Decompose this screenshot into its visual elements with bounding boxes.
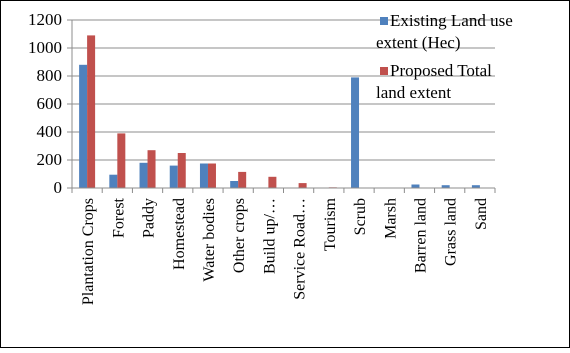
y-tick-label-6: 1200: [28, 10, 62, 29]
bar-s1-2: [147, 150, 156, 188]
legend-label-0-0: Existing Land use: [390, 11, 513, 30]
legend-swatch-0: [380, 17, 388, 25]
y-tick-label-2: 400: [37, 122, 63, 141]
x-tick-label-7: Service Road…: [292, 198, 309, 300]
y-tick-label-3: 600: [37, 94, 63, 113]
x-tick-label-0: Plantation Crops: [80, 198, 97, 305]
x-tick-label-11: Barren land: [412, 198, 429, 273]
x-tick-label-5: Other crops: [231, 198, 248, 273]
bar-s1-3: [177, 153, 186, 188]
x-tick-labels: Plantation Crops Forest Paddy Homestead Wate…: [80, 197, 490, 305]
bar-s1-0: [87, 35, 96, 189]
x-tick-label-4: Water bodies: [201, 198, 218, 282]
legend-swatch-1: [380, 67, 388, 75]
bar-s0-9: [351, 77, 360, 188]
x-tick-label-6: Build up/…: [261, 198, 278, 274]
bar-s1-7: [298, 183, 307, 188]
y-tick-label-1: 200: [37, 150, 63, 169]
x-tick-label-8: Tourism: [322, 197, 339, 251]
x-tick-label-1: Forest: [110, 197, 127, 238]
bar-s0-1: [109, 174, 118, 188]
y-tick-label-4: 800: [37, 66, 63, 85]
legend-label-1-1: land extent: [376, 83, 451, 102]
bar-s0-0: [79, 64, 88, 188]
bar-s0-11: [411, 184, 420, 188]
bar-s1-1: [117, 133, 126, 188]
bar-s0-3: [169, 165, 178, 188]
y-tick-label-0: 0: [54, 178, 63, 197]
bar-s0-12: [441, 185, 450, 188]
y-tick-labels: 0 200 400 600 800 1000 1200: [28, 10, 62, 197]
x-tick-label-12: Grass land: [443, 198, 460, 266]
legend-label-0-1: extent (Hec): [376, 33, 460, 52]
x-tick-label-2: Paddy: [141, 198, 158, 238]
y-tick-label-5: 1000: [28, 38, 62, 57]
bar-s0-4: [199, 163, 208, 188]
bar-s0-5: [230, 181, 239, 188]
bar-s1-4: [207, 163, 216, 188]
bar-s0-13: [471, 185, 480, 188]
x-tick-label-3: Homestead: [171, 198, 188, 270]
bar-s1-5: [238, 171, 247, 188]
legend-label-1-0: Proposed Total: [390, 61, 492, 80]
gridlines: [72, 19, 495, 161]
bars: [79, 35, 480, 189]
legend: Existing Land use extent (Hec) Proposed To…: [376, 11, 513, 102]
bar-s0-2: [139, 162, 148, 188]
x-tick-label-13: Sand: [473, 198, 490, 230]
bar-s1-6: [268, 176, 277, 188]
x-tick-label-10: Marsh: [382, 198, 399, 239]
axes: [67, 19, 496, 193]
x-tick-label-9: Scrub: [352, 198, 369, 235]
